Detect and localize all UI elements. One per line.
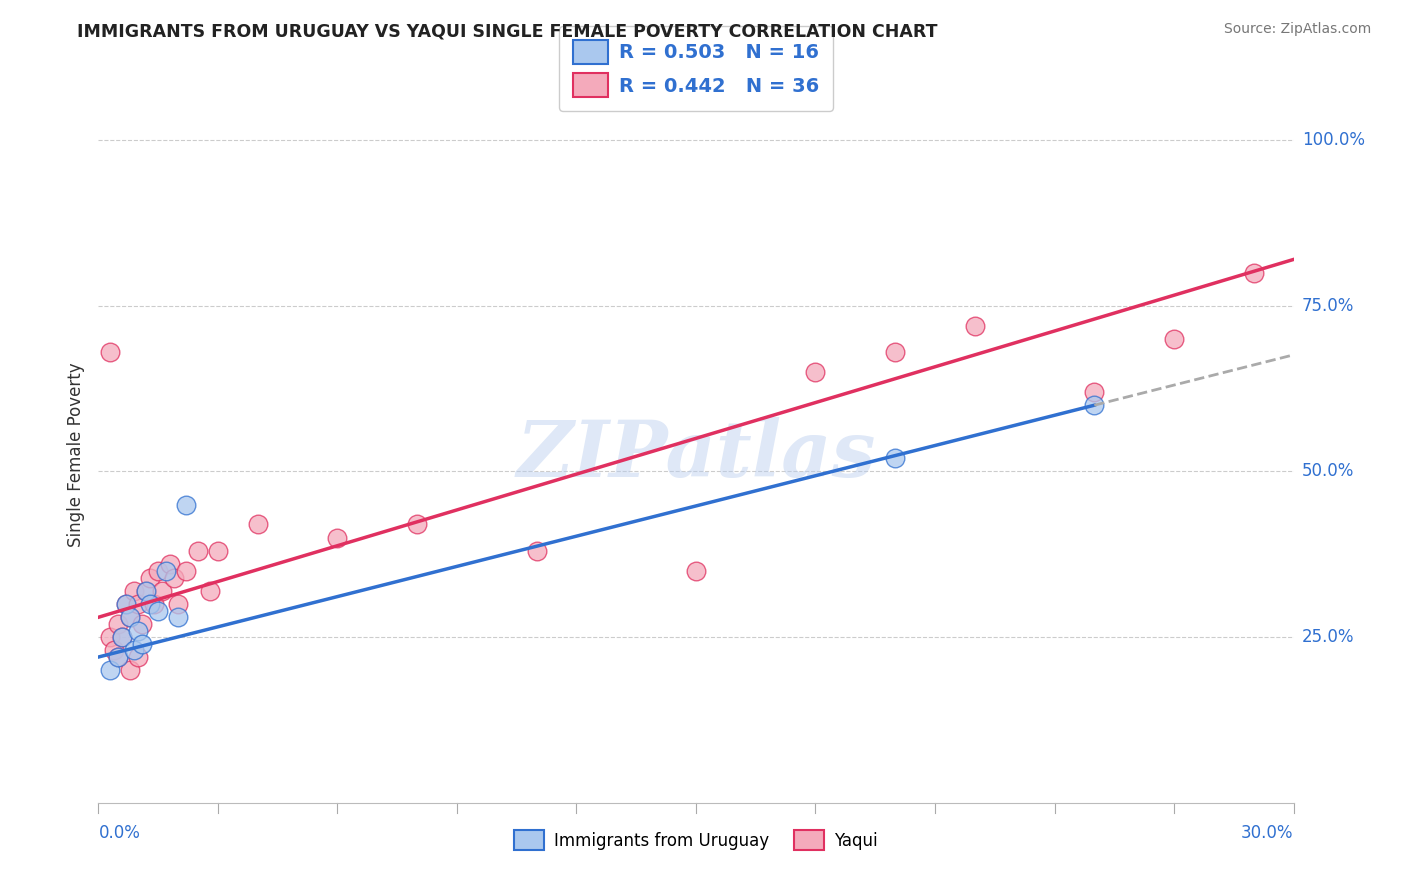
Point bbox=[107, 616, 129, 631]
Point bbox=[326, 531, 349, 545]
Point bbox=[120, 610, 142, 624]
Text: 30.0%: 30.0% bbox=[1241, 823, 1294, 842]
Text: 25.0%: 25.0% bbox=[1302, 628, 1354, 646]
Point bbox=[127, 650, 149, 665]
Point bbox=[198, 583, 221, 598]
Text: IMMIGRANTS FROM URUGUAY VS YAQUI SINGLE FEMALE POVERTY CORRELATION CHART: IMMIGRANTS FROM URUGUAY VS YAQUI SINGLE … bbox=[77, 22, 938, 40]
Point bbox=[127, 597, 149, 611]
Point bbox=[159, 558, 181, 572]
Text: ZIPatlas: ZIPatlas bbox=[516, 417, 876, 493]
Point bbox=[103, 643, 125, 657]
Point bbox=[167, 610, 190, 624]
Text: 75.0%: 75.0% bbox=[1302, 297, 1354, 315]
Point bbox=[111, 630, 134, 644]
Point bbox=[124, 583, 146, 598]
Point bbox=[155, 564, 177, 578]
Point bbox=[207, 544, 229, 558]
Text: Source: ZipAtlas.com: Source: ZipAtlas.com bbox=[1223, 22, 1371, 37]
Point bbox=[98, 663, 122, 677]
Point bbox=[884, 345, 907, 359]
Y-axis label: Single Female Poverty: Single Female Poverty bbox=[66, 363, 84, 547]
Point bbox=[107, 650, 129, 665]
Text: 100.0%: 100.0% bbox=[1302, 131, 1365, 149]
Point bbox=[148, 564, 170, 578]
Point bbox=[150, 583, 173, 598]
Point bbox=[98, 630, 122, 644]
Point bbox=[1243, 266, 1265, 280]
Point bbox=[124, 643, 146, 657]
Point bbox=[127, 624, 149, 638]
Point bbox=[120, 610, 142, 624]
Point bbox=[115, 597, 138, 611]
Point bbox=[111, 630, 134, 644]
Point bbox=[174, 498, 197, 512]
Point bbox=[139, 597, 162, 611]
Point bbox=[187, 544, 209, 558]
Legend: Immigrants from Uruguay, Yaqui: Immigrants from Uruguay, Yaqui bbox=[508, 823, 884, 857]
Point bbox=[1163, 332, 1185, 346]
Point bbox=[135, 583, 157, 598]
Text: 0.0%: 0.0% bbox=[98, 823, 141, 842]
Point bbox=[107, 650, 129, 665]
Point bbox=[143, 597, 166, 611]
Point bbox=[1083, 398, 1105, 412]
Point bbox=[131, 616, 153, 631]
Point bbox=[131, 637, 153, 651]
Point bbox=[115, 597, 138, 611]
Point bbox=[120, 663, 142, 677]
Point bbox=[246, 517, 269, 532]
Point bbox=[98, 345, 122, 359]
Point bbox=[174, 564, 197, 578]
Point bbox=[135, 583, 157, 598]
Point bbox=[804, 365, 827, 379]
Point bbox=[685, 564, 707, 578]
Point bbox=[406, 517, 429, 532]
Text: 50.0%: 50.0% bbox=[1302, 462, 1354, 481]
Point bbox=[1083, 384, 1105, 399]
Point bbox=[139, 570, 162, 584]
Point bbox=[148, 604, 170, 618]
Point bbox=[163, 570, 186, 584]
Point bbox=[167, 597, 190, 611]
Point bbox=[884, 451, 907, 466]
Point bbox=[963, 318, 986, 333]
Point bbox=[526, 544, 548, 558]
